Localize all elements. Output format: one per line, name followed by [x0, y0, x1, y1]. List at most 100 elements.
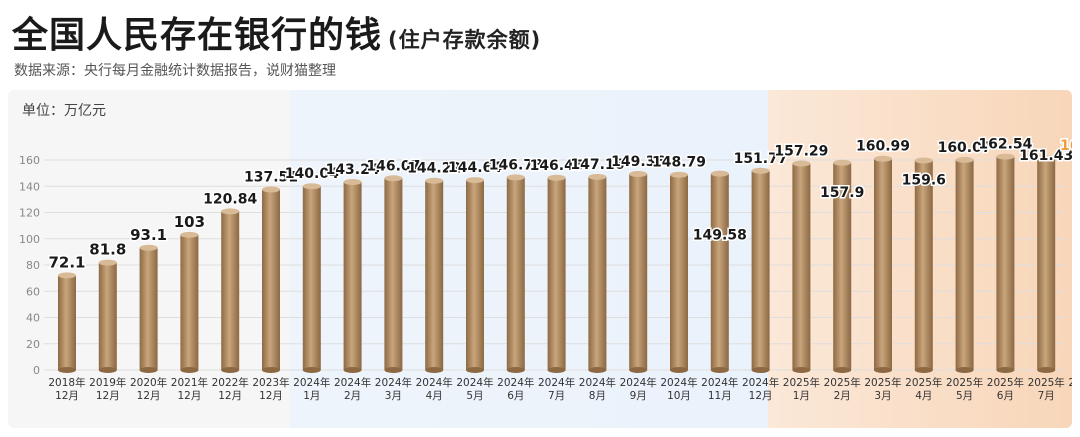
bar-body: [547, 177, 566, 370]
x-tick-year: 2019年: [89, 376, 126, 389]
bar-value-label: 143.24: [326, 162, 380, 178]
x-tick-year: 2021年: [171, 376, 208, 389]
bar-value-label: 148.79: [652, 155, 706, 171]
bar-body: [629, 173, 648, 370]
y-tick-label: 20: [26, 338, 40, 351]
bar-base: [955, 367, 974, 373]
bar-cap: [302, 183, 321, 190]
bar: [98, 259, 117, 373]
x-tick-month: 5月: [956, 390, 973, 402]
bar-base: [547, 367, 566, 373]
bar-base: [1037, 367, 1056, 373]
x-tick-month: 2月: [834, 390, 851, 402]
bar-base: [792, 367, 811, 373]
bar-value-label: 103: [174, 213, 205, 231]
x-tick-month: 2月: [344, 390, 361, 402]
bar: [955, 156, 974, 373]
bar-value-label: 161.43: [1019, 148, 1072, 164]
x-tick-year: 2025年: [783, 376, 820, 389]
x-tick-month: 1月: [303, 390, 320, 402]
bar-cap: [98, 259, 117, 266]
bar-cap: [588, 173, 607, 180]
x-tick-year: 2024年: [334, 376, 371, 389]
bar-value-label: 149.58: [693, 228, 747, 244]
x-tick-month: 12月: [259, 390, 283, 402]
bar: [302, 183, 321, 373]
x-tick-year: 2025年: [905, 376, 942, 389]
bar: [1037, 155, 1056, 373]
bar: [874, 155, 892, 373]
bar-base: [914, 367, 933, 373]
bar-body: [1037, 158, 1056, 370]
bar-body: [792, 163, 811, 370]
bar-base: [466, 367, 484, 373]
bar-body: [180, 234, 199, 370]
x-tick-year: 2024年: [579, 376, 616, 389]
bar-body: [98, 262, 117, 370]
y-tick-label: 120: [19, 207, 40, 220]
bar-base: [833, 367, 852, 373]
bar-body: [58, 275, 76, 370]
bar-base: [506, 367, 525, 373]
bar-body: [425, 180, 444, 370]
chart-panel: 单位：万亿元 0 20 40 60 80 100 120 140 160 72.1 81.8 93.…: [8, 90, 1072, 428]
bar-value-label: 140.04: [285, 166, 339, 182]
bar-value-label: 160.99: [856, 139, 910, 155]
bar-cap: [1037, 155, 1056, 162]
bar: [343, 178, 362, 373]
x-tick-month: 12月: [218, 390, 242, 402]
bar-value-label: 146.45: [530, 158, 584, 174]
x-tick-month: 7月: [1038, 390, 1055, 402]
bar: [262, 186, 280, 373]
x-tick-month: 4月: [915, 390, 932, 402]
x-tick-month: 5月: [466, 390, 483, 402]
bar: [792, 160, 811, 373]
unit-label: 单位：万亿元: [22, 103, 106, 119]
bar-cap: [629, 170, 648, 177]
bar-value-label: 157.9: [820, 185, 864, 201]
x-tick-month: 12月: [749, 390, 773, 402]
x-tick-year: 2024年: [293, 376, 330, 389]
x-tick-month: 4月: [426, 390, 443, 402]
bar-base: [221, 367, 240, 373]
bar-cap: [914, 157, 933, 164]
x-tick-year: 2020年: [130, 376, 167, 389]
bar: [629, 170, 648, 373]
bar: [221, 208, 240, 373]
bar-value-label: 146.07: [366, 158, 420, 174]
y-tick-label: 0: [33, 364, 40, 377]
bar-base: [751, 367, 770, 373]
bar-base: [180, 367, 199, 373]
bar-cap: [955, 156, 974, 163]
bar-base: [629, 367, 648, 373]
x-tick-year: 2024年: [497, 376, 534, 389]
x-tick-month: 12月: [177, 390, 201, 402]
x-tick-month: 12月: [137, 390, 161, 402]
bar: [833, 159, 852, 373]
bar-value-label: 159.6: [902, 173, 946, 189]
y-tick-label: 60: [26, 285, 40, 298]
bar-chart: 0 20 40 60 80 100 120 140 160 72.181.893.1 103 120…: [19, 135, 1072, 402]
bar: [996, 153, 1015, 373]
bar-value-label: 93.1: [130, 226, 167, 244]
x-tick-year: 2023年: [252, 376, 289, 389]
bar-cap: [262, 186, 280, 193]
bar-body: [262, 189, 280, 370]
y-tick-label: 40: [26, 312, 40, 325]
bar-cap: [996, 153, 1015, 160]
bar-cap: [343, 178, 362, 185]
bar-value-label: 161.54: [1060, 138, 1072, 154]
bar-base: [302, 367, 321, 373]
bar-body: [914, 160, 933, 370]
x-tick-month: 9月: [630, 390, 647, 402]
bar-cap: [506, 174, 525, 181]
x-tick-month: 12月: [55, 390, 79, 402]
bar-cap: [58, 272, 76, 279]
bar-base: [98, 367, 117, 373]
x-tick-year: 2018年: [48, 376, 85, 389]
bar-value-label: 144.22: [407, 161, 461, 177]
x-tick-month: 6月: [507, 390, 524, 402]
bar-base: [58, 367, 76, 373]
x-tick-year: 2024年: [456, 376, 493, 389]
bar-value-label: 157.29: [774, 144, 828, 160]
